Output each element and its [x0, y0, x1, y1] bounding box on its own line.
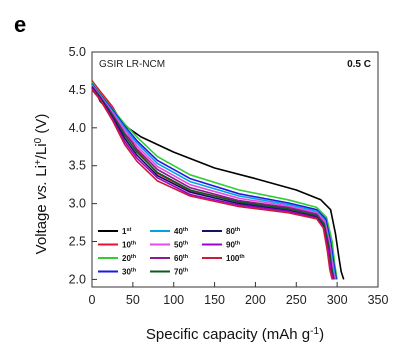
y-tick-label-5: 4.5: [69, 83, 86, 97]
series-line-90th: [91, 87, 334, 280]
x-tick-label-7: 350: [368, 293, 389, 307]
series-line-50th: [91, 84, 336, 280]
y-tick-label-4: 4.0: [69, 121, 86, 135]
y-tick-label-2: 3.0: [69, 197, 86, 211]
x-tick-label-6: 300: [327, 293, 348, 307]
legend-label-40th: 40th: [174, 227, 189, 236]
legend-label-70th: 70th: [174, 268, 189, 277]
y-tick-label-6: 5.0: [69, 45, 86, 59]
x-tick-label-1: 50: [126, 293, 140, 307]
series-line-60th: [91, 85, 335, 280]
series-line-80th: [91, 87, 334, 280]
x-tick-label-5: 250: [286, 293, 307, 307]
series-line-100th: [91, 89, 333, 280]
series-line-1st: [91, 83, 345, 280]
x-tick-label-4: 200: [245, 293, 266, 307]
legend-label-100th: 100th: [226, 254, 245, 263]
y-tick-label-0: 2.0: [69, 272, 86, 286]
panel-label: e: [14, 12, 26, 37]
x-tick-label-2: 100: [163, 293, 184, 307]
series-line-10th: [91, 80, 336, 280]
series-line-30th: [91, 83, 338, 280]
series-line-70th: [91, 86, 335, 280]
legend-label-90th: 90th: [226, 241, 241, 250]
legend-label-30th: 30th: [122, 268, 137, 277]
x-tick-label-0: 0: [89, 293, 96, 307]
legend-label-10th: 10th: [122, 241, 137, 250]
y-tick-label-1: 2.5: [69, 235, 86, 249]
sample-label: GSIR LR-NCM: [99, 59, 165, 70]
x-axis-title: Specific capacity (mAh g-1): [146, 326, 324, 344]
series-line-20th: [91, 81, 338, 280]
legend-label-20th: 20th: [122, 254, 137, 263]
legend: 1st 10th 20th 30th 40th 50th 60th 70th 80th 90th 1…: [98, 227, 245, 277]
legend-label-60th: 60th: [174, 254, 189, 263]
rate-label: 0.5 C: [347, 59, 371, 70]
legend-label-80th: 80th: [226, 227, 241, 236]
y-axis-title: Voltage vs. Li+/Li0 (V): [33, 114, 51, 255]
plot-frame: [91, 51, 379, 288]
legend-label-50th: 50th: [174, 241, 189, 250]
y-tick-label-3: 3.5: [69, 159, 86, 173]
legend-label-1st: 1st: [122, 227, 132, 236]
plot-area: 0 50 100 150 200 250 300 350 2.0 2.5 3.0 3.5 4.0 4.5 5…: [69, 45, 389, 307]
x-tick-label-3: 150: [204, 293, 225, 307]
